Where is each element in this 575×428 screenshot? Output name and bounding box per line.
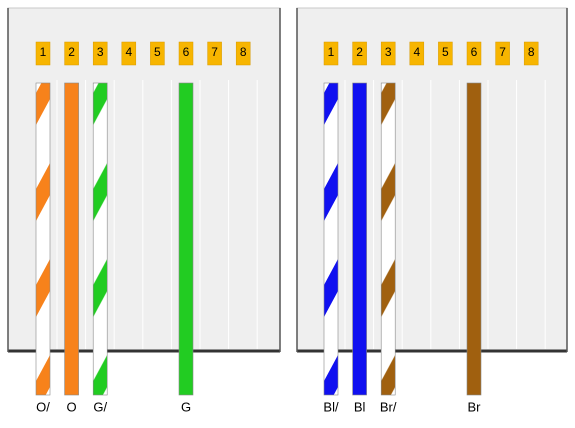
pin-label: 2: [68, 45, 75, 59]
pin-label: 1: [40, 45, 47, 59]
pin-label: 3: [97, 45, 104, 59]
pin-label: 5: [442, 45, 449, 59]
wire: [352, 82, 367, 396]
pin-label: 8: [528, 45, 535, 59]
pin: [438, 41, 453, 66]
pin: [495, 41, 510, 66]
pin: [35, 41, 51, 66]
pin: [523, 41, 539, 66]
wire-label: G/: [93, 399, 107, 414]
wire-label: G: [181, 399, 191, 414]
pin-label: 5: [154, 45, 161, 59]
pin-label: 4: [413, 45, 420, 59]
pin: [235, 41, 251, 66]
pin: [352, 41, 367, 66]
pin-label: 3: [385, 45, 392, 59]
connector-body: [296, 7, 568, 352]
pin: [64, 41, 79, 66]
wire-label: O/: [36, 399, 50, 414]
wire-label: Br/: [380, 399, 397, 414]
pin: [409, 41, 425, 66]
connector-body: [7, 7, 281, 352]
connector: 1 2 3 4 5 6 7 8 O/O G/G: [7, 7, 281, 414]
wire: [178, 82, 194, 396]
wire-label: Bl/: [323, 399, 339, 414]
wire-label: Br: [468, 399, 482, 414]
pin: [121, 41, 137, 66]
pin-label: 8: [240, 45, 247, 59]
pin: [150, 41, 165, 66]
wire-label: O: [67, 399, 77, 414]
pin: [207, 41, 222, 66]
pin-label: 1: [328, 45, 335, 59]
pin: [92, 41, 108, 66]
pin-label: 7: [211, 45, 218, 59]
wire-label: Bl: [354, 399, 366, 414]
wire: [323, 82, 339, 396]
pin: [323, 41, 339, 66]
pin: [380, 41, 396, 66]
connector: 1 2 3 4 5 6 7 8 Bl/Bl Br/Br: [296, 7, 568, 414]
pin: [178, 41, 194, 66]
pin-label: 4: [125, 45, 132, 59]
pin-label: 6: [183, 45, 190, 59]
wire: [466, 82, 482, 396]
pin: [466, 41, 482, 66]
pin-label: 2: [356, 45, 363, 59]
wire: [35, 82, 51, 396]
wire: [64, 82, 79, 396]
pin-label: 6: [471, 45, 478, 59]
pin-label: 7: [499, 45, 506, 59]
wire: [380, 82, 396, 396]
wire: [92, 82, 108, 396]
